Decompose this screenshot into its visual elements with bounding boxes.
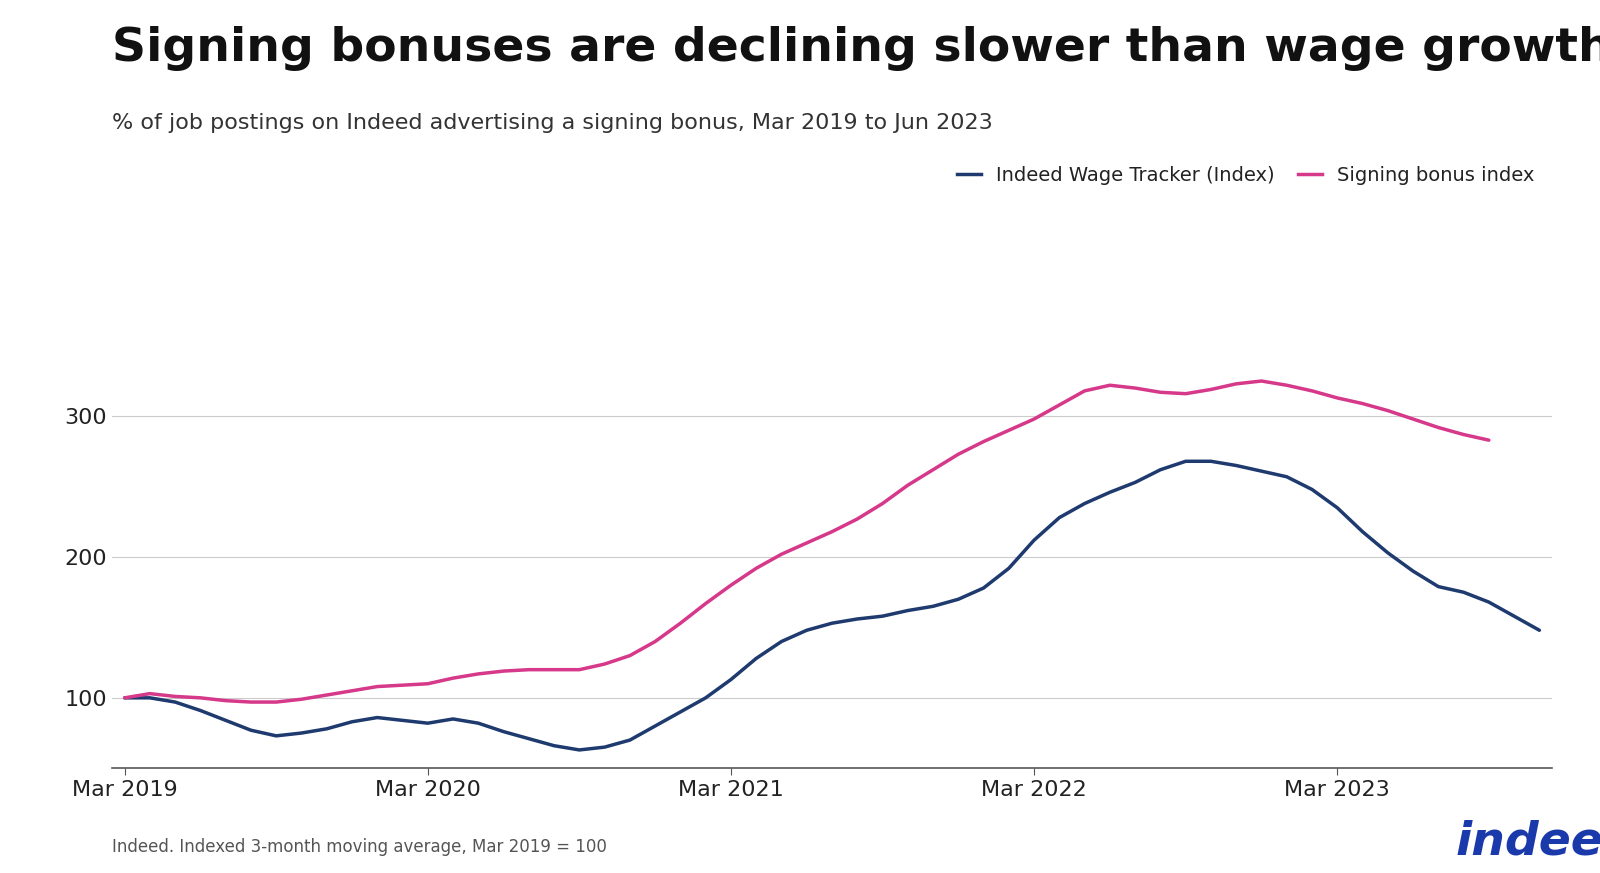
Text: Signing bonuses are declining slower than wage growth: Signing bonuses are declining slower tha… — [112, 26, 1600, 72]
Legend: Indeed Wage Tracker (Index), Signing bonus index: Indeed Wage Tracker (Index), Signing bon… — [950, 158, 1542, 193]
Text: Indeed. Indexed 3-month moving average, Mar 2019 = 100: Indeed. Indexed 3-month moving average, … — [112, 837, 606, 856]
Text: % of job postings on Indeed advertising a signing bonus, Mar 2019 to Jun 2023: % of job postings on Indeed advertising … — [112, 113, 992, 134]
Text: indeed: indeed — [1456, 819, 1600, 864]
